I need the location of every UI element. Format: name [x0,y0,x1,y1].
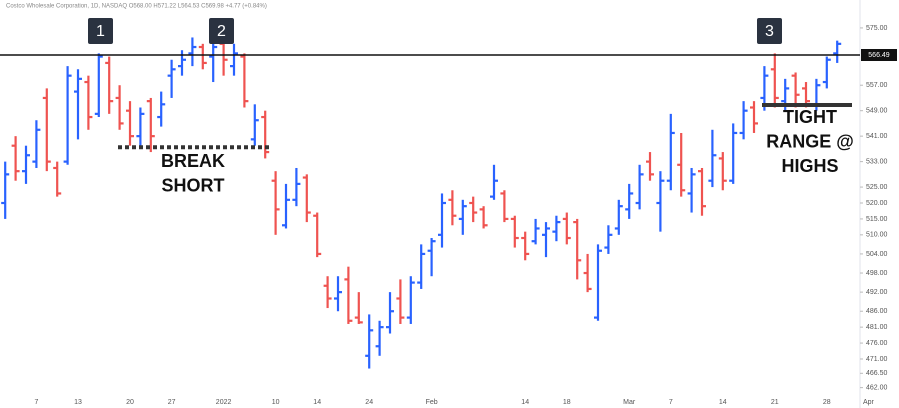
resistance-label-box [861,49,897,62]
y-tick-label: 471.00 [866,356,888,363]
x-tick-label: 28 [823,399,831,406]
annotation: HIGHS [781,156,838,176]
x-tick-label: 27 [168,399,176,406]
x-tick-label: 24 [365,399,373,406]
y-tick-label: 486.00 [866,308,888,315]
y-tick-label: 481.00 [866,324,888,331]
y-tick-label: 575.00 [866,25,888,32]
marker-label: 2 [217,23,226,40]
x-tick-label: 21 [771,399,779,406]
chart-title: Costco Wholesale Corporation, 1D, NASDAQ… [6,4,267,10]
x-tick-label: 20 [126,399,134,406]
marker-label: 1 [96,23,105,40]
resistance-label: 566.49 [868,52,890,59]
annotation: RANGE @ [766,131,854,151]
y-tick-label: 515.00 [866,216,888,223]
x-tick-label: Mar [623,399,636,406]
y-tick-label: 492.00 [866,289,888,296]
x-tick-label: 14 [313,399,321,406]
marker-box [88,18,113,44]
y-tick-label: 541.00 [866,133,888,140]
y-tick-label: 533.00 [866,158,888,165]
x-tick-label: 10 [272,399,280,406]
x-tick-label: 18 [563,399,571,406]
x-tick-label: 14 [521,399,529,406]
y-tick-label: 504.00 [866,251,888,258]
marker-label: 3 [765,23,774,40]
annotation: BREAK [161,151,225,171]
x-tick-label: 7 [34,399,38,406]
x-tick-label: Feb [426,399,438,406]
annotation: SHORT [162,175,225,195]
x-tick-label: 13 [74,399,82,406]
marker-box [757,18,782,44]
x-tick-label: 14 [719,399,727,406]
x-tick-label: Apr [863,399,875,406]
x-tick-label: 2022 [216,399,232,406]
y-tick-label: 549.00 [866,108,888,115]
y-tick-label: 498.00 [866,270,888,277]
y-tick-label: 462.00 [866,384,888,391]
y-tick-label: 525.00 [866,184,888,191]
y-tick-label: 466.50 [866,370,888,377]
x-tick-label: 7 [669,399,673,406]
y-tick-label: 557.00 [866,82,888,89]
annotation: TIGHT [783,107,837,127]
y-tick-label: 510.00 [866,232,888,239]
y-tick-label: 520.00 [866,200,888,207]
marker-box [209,18,234,44]
y-tick-label: 476.00 [866,340,888,347]
